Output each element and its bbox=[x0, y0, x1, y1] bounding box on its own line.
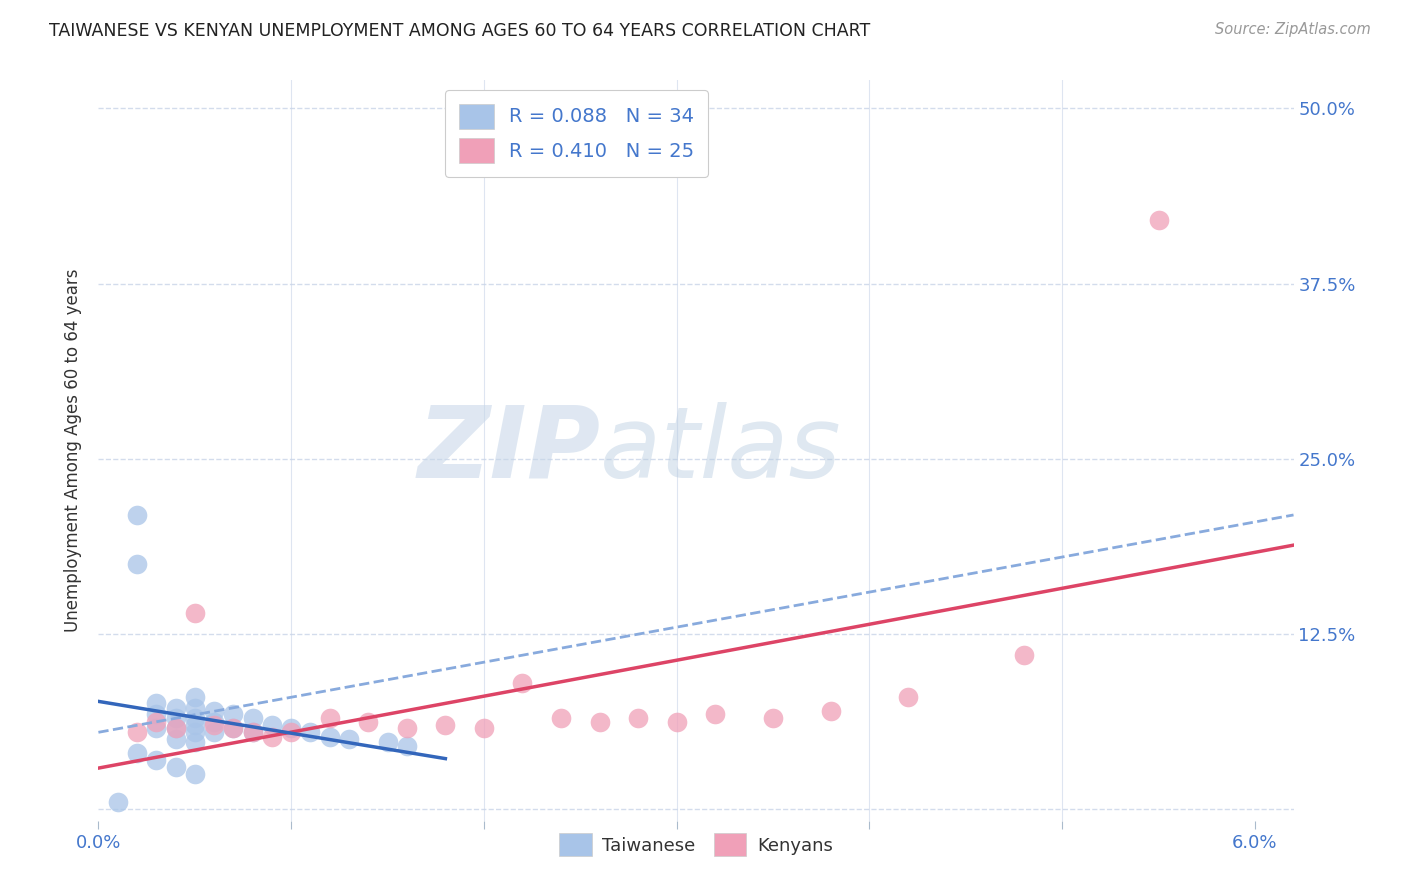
Point bbox=[242, 725, 264, 739]
Point bbox=[472, 721, 495, 735]
Point bbox=[165, 701, 187, 715]
Point bbox=[280, 725, 302, 739]
Point bbox=[145, 696, 167, 710]
Legend: Taiwanese, Kenyans: Taiwanese, Kenyans bbox=[551, 826, 841, 863]
Point bbox=[145, 753, 167, 767]
Point bbox=[165, 721, 187, 735]
Point bbox=[125, 725, 148, 739]
Point bbox=[165, 721, 187, 735]
Point bbox=[1012, 648, 1035, 663]
Point bbox=[550, 711, 572, 725]
Point bbox=[184, 725, 207, 739]
Point bbox=[704, 707, 727, 722]
Text: ZIP: ZIP bbox=[418, 402, 600, 499]
Point bbox=[260, 730, 283, 744]
Point bbox=[222, 707, 245, 722]
Point bbox=[434, 718, 457, 732]
Point bbox=[395, 721, 418, 735]
Point bbox=[260, 718, 283, 732]
Point bbox=[222, 721, 245, 735]
Point bbox=[588, 715, 610, 730]
Point bbox=[165, 760, 187, 774]
Point bbox=[202, 704, 225, 718]
Point bbox=[319, 711, 342, 725]
Point bbox=[184, 767, 207, 781]
Point bbox=[125, 557, 148, 571]
Point bbox=[184, 735, 207, 749]
Point bbox=[280, 721, 302, 735]
Point bbox=[242, 725, 264, 739]
Point bbox=[627, 711, 650, 725]
Point bbox=[377, 735, 399, 749]
Point bbox=[125, 508, 148, 522]
Point bbox=[145, 707, 167, 722]
Point bbox=[319, 730, 342, 744]
Text: atlas: atlas bbox=[600, 402, 842, 499]
Point bbox=[897, 690, 920, 705]
Point bbox=[222, 721, 245, 735]
Point bbox=[1147, 213, 1170, 227]
Point bbox=[299, 725, 322, 739]
Point bbox=[762, 711, 785, 725]
Point bbox=[184, 718, 207, 732]
Text: Source: ZipAtlas.com: Source: ZipAtlas.com bbox=[1215, 22, 1371, 37]
Point bbox=[665, 715, 688, 730]
Point bbox=[165, 711, 187, 725]
Point bbox=[145, 721, 167, 735]
Point bbox=[125, 747, 148, 761]
Point bbox=[184, 711, 207, 725]
Point bbox=[145, 715, 167, 730]
Point bbox=[337, 732, 360, 747]
Point bbox=[242, 711, 264, 725]
Point bbox=[184, 606, 207, 620]
Point bbox=[820, 704, 842, 718]
Point bbox=[357, 715, 380, 730]
Point bbox=[165, 732, 187, 747]
Point bbox=[184, 701, 207, 715]
Point bbox=[512, 676, 534, 690]
Point bbox=[202, 715, 225, 730]
Text: TAIWANESE VS KENYAN UNEMPLOYMENT AMONG AGES 60 TO 64 YEARS CORRELATION CHART: TAIWANESE VS KENYAN UNEMPLOYMENT AMONG A… bbox=[49, 22, 870, 40]
Point bbox=[184, 690, 207, 705]
Y-axis label: Unemployment Among Ages 60 to 64 years: Unemployment Among Ages 60 to 64 years bbox=[65, 268, 83, 632]
Point bbox=[202, 718, 225, 732]
Point bbox=[107, 796, 129, 810]
Point bbox=[395, 739, 418, 754]
Point bbox=[202, 725, 225, 739]
